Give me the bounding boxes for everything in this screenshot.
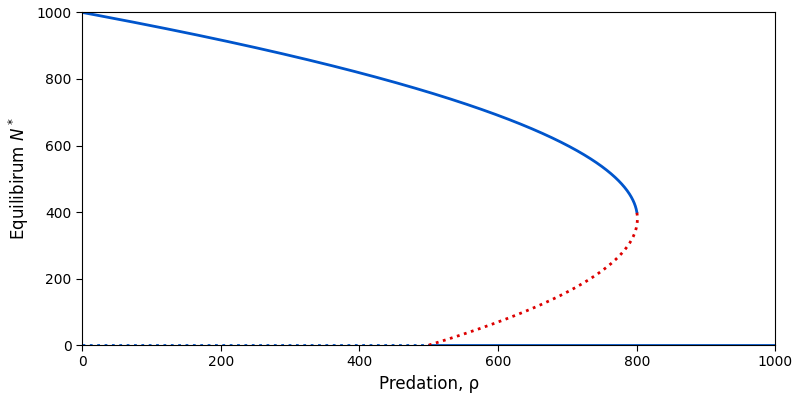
- X-axis label: Predation, ρ: Predation, ρ: [378, 375, 479, 393]
- Y-axis label: Equilibirum $N^*$: Equilibirum $N^*$: [7, 117, 31, 240]
